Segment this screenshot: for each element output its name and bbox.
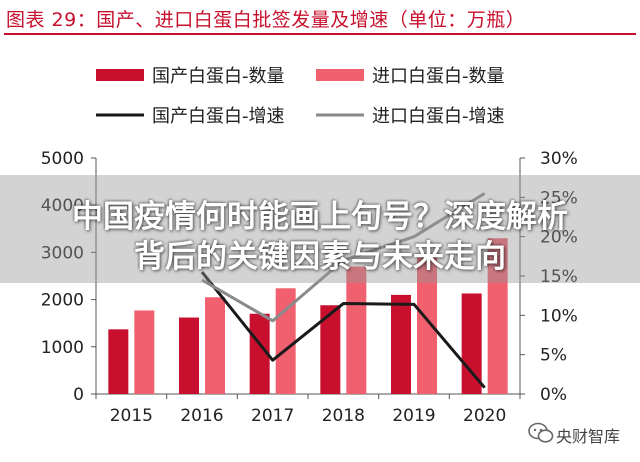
y-left-tick-label: 3000 [41,243,84,263]
x-tick-label: 2017 [251,406,294,426]
y-right-tick-label: 20% [540,228,578,248]
bar-import-quantity [134,310,155,394]
chart-title: 图表 29：国产、进口白蛋白批签发量及增速（单位：万瓶） [6,9,526,31]
y-right-tick-label: 0% [540,385,567,405]
bar-domestic-quantity [108,329,129,394]
watermark-text: 央财智库 [556,427,621,446]
bar-domestic-quantity [391,294,411,394]
y-right-tick-label: 15% [540,267,578,287]
x-tick-label: 2019 [392,406,435,426]
legend-import-growth-label: 进口白蛋白-增速 [372,106,505,127]
bar-domestic-quantity [461,293,482,394]
x-tick-label: 2018 [322,406,365,426]
x-tick-label: 2016 [180,406,223,426]
bar-domestic-quantity [179,317,199,394]
bar-import-quantity [346,266,367,394]
y-right-tick-label: 25% [540,188,578,208]
bar-import-quantity [205,297,225,394]
bar-domestic-quantity [320,305,341,394]
y-left-tick-label: 5000 [41,149,84,169]
y-left-tick-label: 0 [73,385,84,405]
bar-series-group [108,238,508,394]
legend-domestic-growth-label: 国产白蛋白-增速 [152,106,285,127]
y-right-tick-label: 30% [540,149,578,169]
overlay-headline-line2: 背后的关键因素与未来走向 [134,239,506,275]
headline-overlay: 中国疫情何时能画上句号？深度解析 背后的关键因素与未来走向 [0,175,640,283]
y-left-tick-label: 1000 [41,338,84,358]
line-domestic-growth [200,271,486,389]
legend-import-quantity-swatch [316,69,364,81]
y-right-tick-label: 5% [540,346,567,366]
bar-domestic-quantity [249,313,270,394]
legend-import-quantity-label: 进口白蛋白-数量 [372,66,505,87]
chart-axes: 0 1000 2000 3000 4000 5000 0% 5% 10% 15% 20% 25% 30%… [41,149,578,426]
legend-domestic-quantity-label: 国产白蛋白-数量 [152,66,285,87]
line-import-growth [201,192,486,323]
x-tick-label: 2015 [110,406,153,426]
y-right-tick-label: 10% [540,306,578,326]
line-series-group [200,192,486,389]
title-divider [4,33,636,35]
bar-import-quantity [417,257,437,394]
y-left-tick-label: 4000 [41,196,84,216]
bar-import-quantity [487,238,508,394]
y-left-tick-label: 2000 [41,291,84,311]
x-tick-label: 2020 [463,406,506,426]
wechat-icon [528,422,554,443]
chart-header: 图表 29：国产、进口白蛋白批签发量及增速（单位：万瓶） [0,0,640,35]
overlay-headline-line1: 中国疫情何时能画上句号？深度解析 [72,199,568,235]
legend-domestic-quantity-swatch [96,69,144,81]
